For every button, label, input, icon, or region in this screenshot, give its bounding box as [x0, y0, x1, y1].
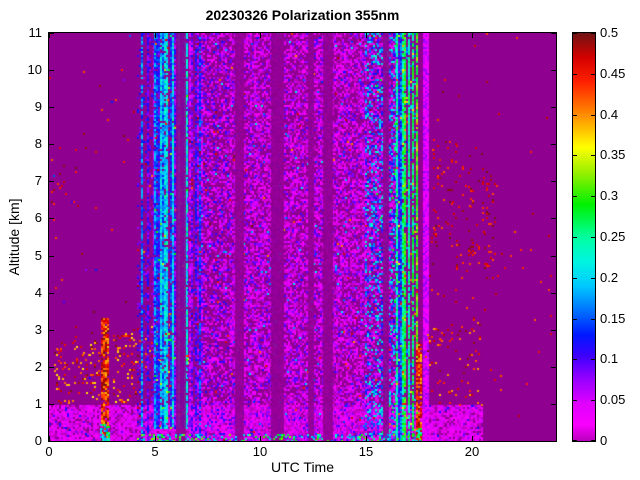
y-tick-mark: [49, 70, 54, 71]
y-tick-mark-right: [551, 181, 556, 182]
y-tick-mark: [49, 367, 54, 368]
colorbar-tick-label: 0.4: [600, 107, 619, 122]
x-tick-mark-top: [366, 33, 367, 38]
y-tick-mark: [49, 181, 54, 182]
colorbar-tick-label: 0.15: [600, 311, 626, 326]
colorbar-tick-label: 0.25: [600, 229, 626, 244]
y-tick-mark: [49, 330, 54, 331]
y-tick-label: 8: [34, 136, 42, 151]
x-tick-mark-top: [260, 33, 261, 38]
colorbar-tick-label: 0.5: [600, 25, 619, 40]
y-tick-label: 0: [34, 433, 42, 448]
x-tick-label: 15: [358, 444, 374, 459]
colorbar-tick-mark-right: [591, 74, 595, 75]
y-tick-mark-right: [551, 107, 556, 108]
y-tick-mark: [49, 33, 54, 34]
y-tick-mark: [49, 256, 54, 257]
colorbar-tick-label: 0.2: [600, 270, 619, 285]
colorbar-tick-label: 0.45: [600, 66, 626, 81]
colorbar-tick-mark: [573, 115, 577, 116]
heatmap-canvas: [49, 33, 556, 441]
colorbar-tick-label: 0.3: [600, 188, 619, 203]
x-tick-mark: [366, 436, 367, 441]
colorbar-tick-label: 0.05: [600, 392, 626, 407]
y-tick-mark: [49, 293, 54, 294]
y-tick-label: 5: [34, 248, 42, 263]
y-tick-mark-right: [551, 293, 556, 294]
x-tick-label: 10: [252, 444, 268, 459]
colorbar-tick-mark-right: [591, 319, 595, 320]
colorbar-tick-label: 0.35: [600, 147, 626, 162]
x-tick-label: 5: [151, 444, 159, 459]
colorbar-tick-label: 0.1: [600, 351, 619, 366]
colorbar-tick-mark-right: [591, 278, 595, 279]
colorbar-tick-mark: [573, 440, 577, 441]
y-tick-mark-right: [551, 330, 556, 331]
y-tick-label: 1: [34, 396, 42, 411]
y-tick-mark: [49, 218, 54, 219]
x-axis-label: UTC Time: [271, 459, 334, 475]
colorbar-tick-mark-right: [591, 155, 595, 156]
y-tick-mark: [49, 404, 54, 405]
y-tick-mark-right: [551, 367, 556, 368]
x-tick-label: 0: [45, 444, 53, 459]
colorbar-tick-mark-right: [591, 237, 595, 238]
y-axis-label: Altitude [km]: [6, 198, 22, 276]
y-tick-mark-right: [551, 404, 556, 405]
colorbar-tick-mark-right: [591, 115, 595, 116]
colorbar-tick-mark: [573, 237, 577, 238]
y-tick-mark-right: [551, 70, 556, 71]
colorbar-tick-mark-right: [591, 359, 595, 360]
colorbar-tick-mark: [573, 74, 577, 75]
colorbar-tick-mark-right: [591, 196, 595, 197]
x-tick-mark: [260, 436, 261, 441]
plot-area: [48, 32, 557, 442]
colorbar-tick-mark: [573, 278, 577, 279]
colorbar-tick-label: 0: [600, 433, 608, 448]
y-tick-mark-right: [551, 144, 556, 145]
x-tick-label: 20: [464, 444, 480, 459]
y-tick-label: 3: [34, 322, 42, 337]
colorbar-tick-mark-right: [591, 400, 595, 401]
y-tick-label: 11: [28, 25, 43, 40]
colorbar-tick-mark-right: [591, 440, 595, 441]
x-tick-mark: [49, 436, 50, 441]
chart-title: 20230326 Polarization 355nm: [205, 7, 400, 23]
y-tick-label: 7: [34, 173, 42, 188]
x-tick-mark: [472, 436, 473, 441]
colorbar-tick-mark: [573, 319, 577, 320]
colorbar-tick-mark-right: [591, 33, 595, 34]
x-tick-mark-top: [49, 33, 50, 38]
x-tick-mark: [155, 436, 156, 441]
y-tick-label: 9: [34, 99, 42, 114]
colorbar-tick-mark: [573, 155, 577, 156]
y-tick-mark-right: [551, 218, 556, 219]
x-tick-mark-top: [155, 33, 156, 38]
y-tick-mark-right: [551, 441, 556, 442]
y-tick-label: 4: [34, 285, 42, 300]
y-tick-mark: [49, 107, 54, 108]
y-tick-mark-right: [551, 33, 556, 34]
y-tick-mark-right: [551, 256, 556, 257]
colorbar-tick-mark: [573, 33, 577, 34]
colorbar-tick-mark: [573, 400, 577, 401]
colorbar-gradient: [573, 33, 595, 441]
y-tick-mark: [49, 441, 54, 442]
y-tick-label: 2: [34, 359, 42, 374]
colorbar-tick-mark: [573, 359, 577, 360]
colorbar-tick-mark: [573, 196, 577, 197]
x-tick-mark-top: [472, 33, 473, 38]
colorbar: [572, 32, 596, 442]
y-tick-mark: [49, 144, 54, 145]
y-tick-label: 10: [27, 62, 42, 77]
y-tick-label: 6: [34, 210, 42, 225]
